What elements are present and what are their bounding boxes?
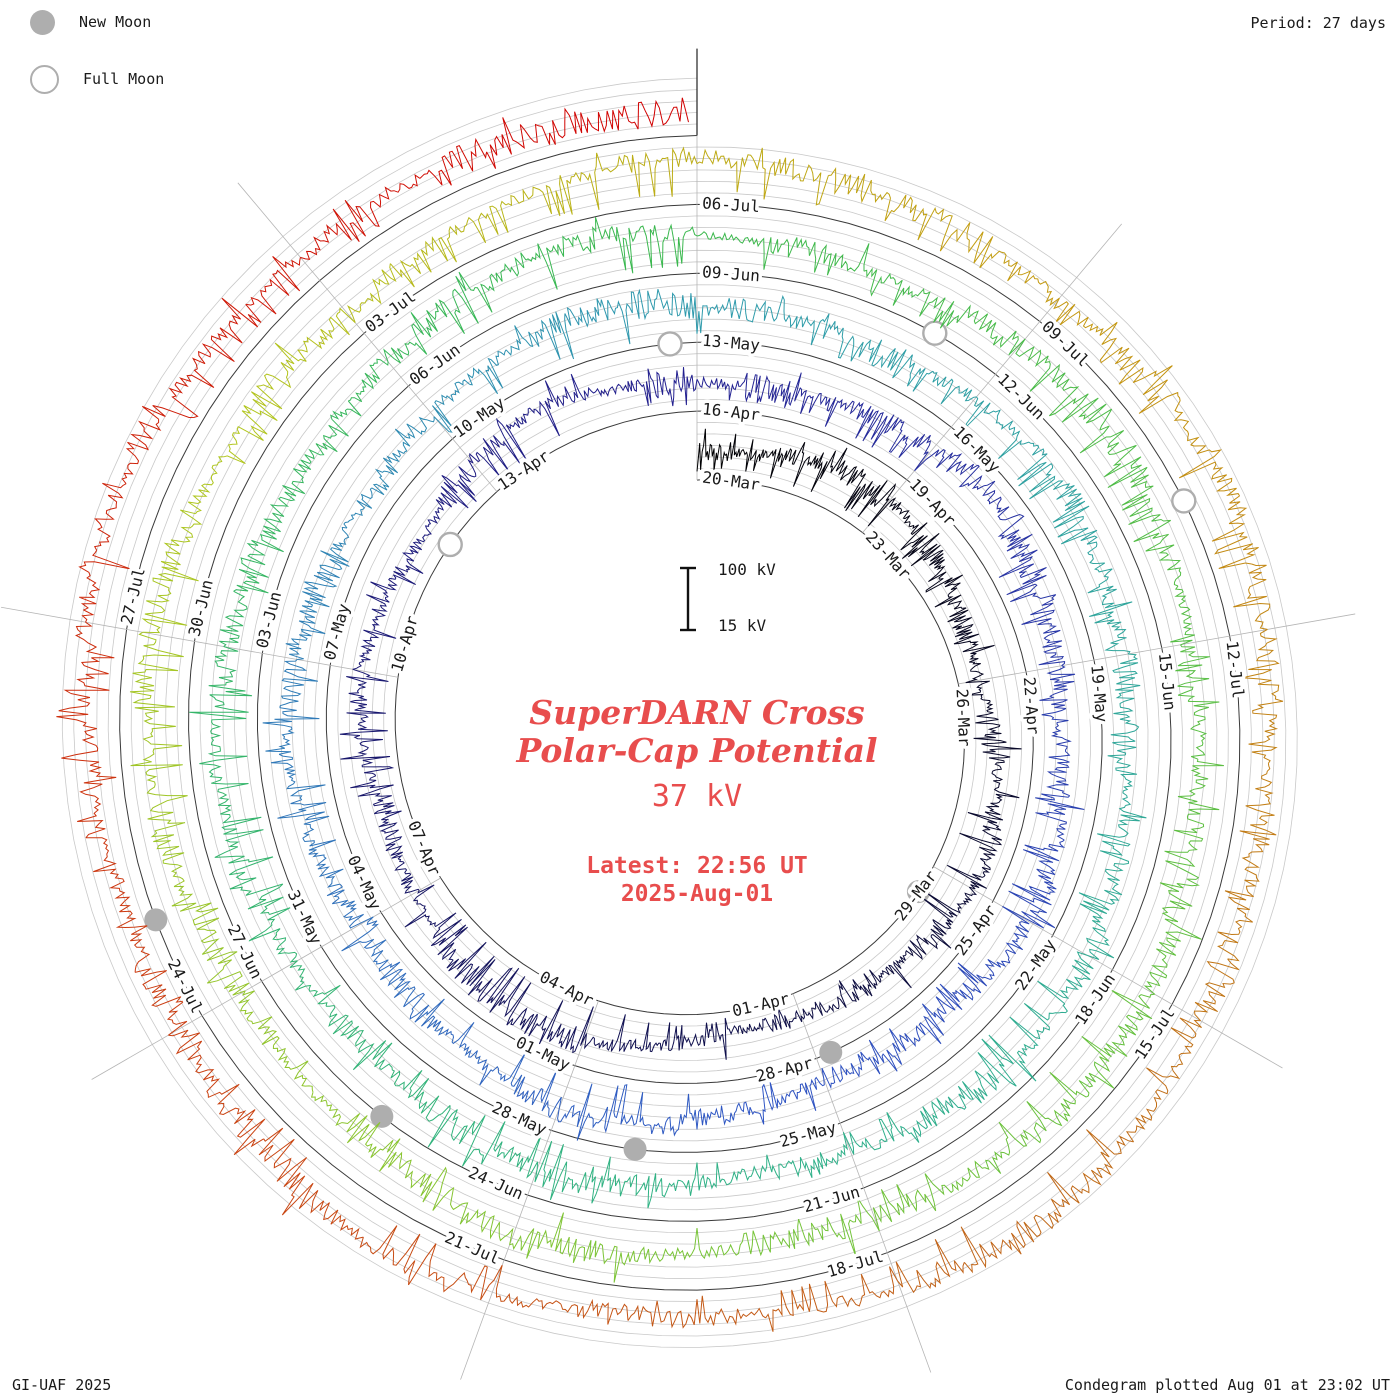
full-moon-marker bbox=[1171, 488, 1197, 514]
date-label: 10-Apr bbox=[387, 613, 422, 674]
full-moon-marker bbox=[437, 531, 463, 558]
credit-label: GI-UAF 2025 bbox=[12, 1376, 112, 1394]
date-label: 13-Apr bbox=[494, 446, 553, 494]
date-label: 20-Mar bbox=[701, 467, 761, 494]
date-label: 21-Jul bbox=[442, 1228, 503, 1268]
scale-bar: 100 kV 15 kV bbox=[678, 560, 818, 642]
potential-trace bbox=[56, 97, 1284, 1332]
date-label: 29-Mar bbox=[891, 867, 941, 925]
date-label: 06-Jul bbox=[702, 193, 761, 216]
legend-new-moon: New Moon bbox=[30, 6, 164, 38]
legend-new-moon-label: New Moon bbox=[79, 13, 152, 31]
date-label: 09-Jun bbox=[702, 262, 761, 285]
moon-markers bbox=[144, 320, 1197, 1161]
date-label: 19-Apr bbox=[906, 475, 960, 530]
date-label: 22-Apr bbox=[1020, 676, 1043, 735]
date-label: 12-Jul bbox=[1222, 640, 1247, 700]
full-moon-marker bbox=[657, 331, 683, 357]
date-label: 24-Jun bbox=[466, 1163, 527, 1204]
new-moon-marker bbox=[906, 880, 930, 904]
new-moon-marker bbox=[819, 1040, 843, 1064]
scale-bar-glyph bbox=[680, 566, 696, 632]
date-label: 13-May bbox=[701, 331, 761, 355]
date-label: 12-Jun bbox=[994, 370, 1049, 424]
new-moon-marker bbox=[623, 1137, 647, 1161]
moon-legend: New Moon Full Moon bbox=[30, 6, 164, 120]
scale-min-label: 15 kV bbox=[718, 616, 767, 635]
legend-full-moon: Full Moon bbox=[30, 63, 164, 95]
date-label: 16-Apr bbox=[701, 399, 761, 424]
date-label: 19-May bbox=[1087, 664, 1111, 724]
date-label: 07-Apr bbox=[404, 818, 445, 879]
new-moon-icon bbox=[30, 9, 55, 35]
scale-max-label: 100 kV bbox=[718, 560, 776, 579]
new-moon-marker bbox=[144, 908, 168, 932]
date-label: 01-May bbox=[513, 1032, 574, 1074]
date-label: 27-Jul bbox=[117, 566, 149, 627]
period-label: Period: 27 days bbox=[1250, 14, 1386, 32]
radial-spokes bbox=[1, 48, 1356, 1380]
legend-full-moon-label: Full Moon bbox=[83, 70, 165, 88]
plotted-label: Condegram plotted Aug 01 at 23:02 UT bbox=[1064, 1376, 1390, 1394]
date-label: 26-Mar bbox=[953, 688, 975, 747]
full-moon-icon bbox=[30, 64, 59, 94]
new-moon-marker bbox=[370, 1104, 394, 1128]
